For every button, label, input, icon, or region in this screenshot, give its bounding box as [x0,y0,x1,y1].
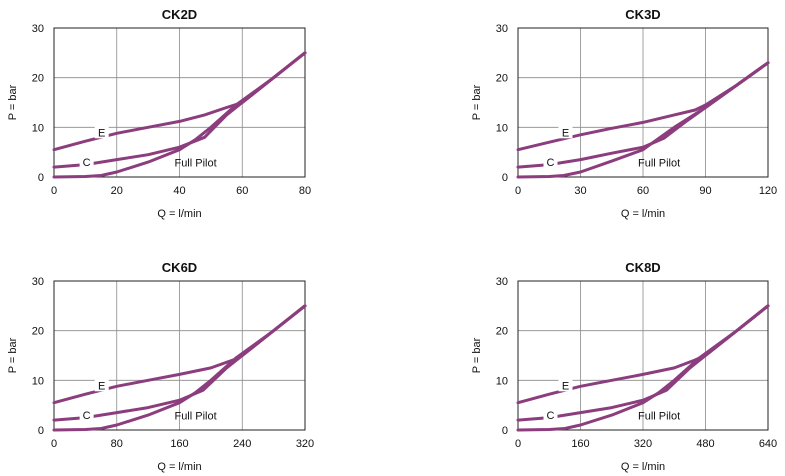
x-tick-label: 0 [515,185,521,197]
series-line-full-pilot [52,304,307,432]
chart-title: CK2D [162,7,197,22]
x-tick-label: 320 [634,438,652,450]
curve-label-c: C [83,410,91,422]
curve-label-e: E [562,380,569,392]
curve-label-e: E [98,380,105,392]
x-tick-label: 80 [111,438,123,450]
x-tick-label: 80 [299,185,311,197]
curve-label-gap [94,125,109,139]
curve-label-full-pilot: Full Pilot [174,411,216,423]
x-tick-label: 0 [51,438,57,450]
curve-label-c: C [547,410,555,422]
plot-frame [517,27,769,178]
chart-title: CK8D [625,260,660,275]
x-tick-label: 160 [571,438,589,450]
curve-label-c: C [547,157,555,169]
x-tick-label: 0 [51,185,57,197]
y-tick-label: 10 [32,375,44,387]
curve-label-e: E [98,127,105,139]
y-tick-label: 20 [496,326,508,338]
y-tick-label: 30 [496,23,508,35]
y-tick-label: 30 [32,23,44,35]
y-tick-label: 0 [502,172,508,184]
y-tick-label: 20 [496,73,508,85]
curve-label-gap [79,408,94,422]
series-line-full-pilot [516,61,770,179]
x-tick-label: 20 [111,185,123,197]
curve-label-gap [94,378,109,392]
x-tick-label: 0 [515,438,521,450]
x-tick-label: 30 [574,185,586,197]
x-tick-label: 60 [637,185,649,197]
y-tick-label: 0 [38,172,44,184]
curve-label-gap [558,125,573,139]
x-tick-label: 60 [236,185,248,197]
y-tick-label: 20 [32,326,44,338]
x-tick-label: 90 [699,185,711,197]
curve-label-c: C [83,157,91,169]
curve-label-gap [79,155,94,169]
x-axis-label: Q = l/min [157,461,201,473]
x-axis-label: Q = l/min [621,208,665,220]
x-tick-label: 320 [296,438,314,450]
y-axis-label: P = bar [471,84,483,120]
curve-label-gap [543,155,558,169]
y-tick-label: 30 [32,276,44,288]
curve-label-e: E [562,127,569,139]
y-tick-label: 10 [32,122,44,134]
series-line-full-pilot [52,51,307,179]
plot-frame [53,280,306,431]
curve-label-full-pilot: Full Pilot [174,158,216,170]
curve-label-full-pilot: Full Pilot [638,411,680,423]
chart-title: CK6D [162,260,197,275]
curve-label-gap [543,408,558,422]
x-axis-label: Q = l/min [157,208,201,220]
y-tick-label: 10 [496,375,508,387]
y-tick-label: 20 [32,73,44,85]
y-axis-label: P = bar [471,337,483,373]
y-tick-label: 10 [496,122,508,134]
curve-label-full-pilot: Full Pilot [638,158,680,170]
series-line-full-pilot [516,304,770,432]
y-axis-label: P = bar [7,84,19,120]
x-tick-label: 160 [170,438,188,450]
y-tick-label: 0 [502,425,508,437]
plot-frame [53,27,306,178]
curve-label-gap [558,378,573,392]
x-tick-label: 120 [759,185,777,197]
plot-frame [517,280,769,431]
x-tick-label: 640 [759,438,777,450]
y-axis-label: P = bar [7,337,19,373]
x-axis-label: Q = l/min [621,461,665,473]
y-tick-label: 0 [38,425,44,437]
x-tick-label: 480 [696,438,714,450]
x-tick-label: 240 [233,438,251,450]
x-tick-label: 40 [173,185,185,197]
chart-title: CK3D [625,7,660,22]
y-tick-label: 30 [496,276,508,288]
